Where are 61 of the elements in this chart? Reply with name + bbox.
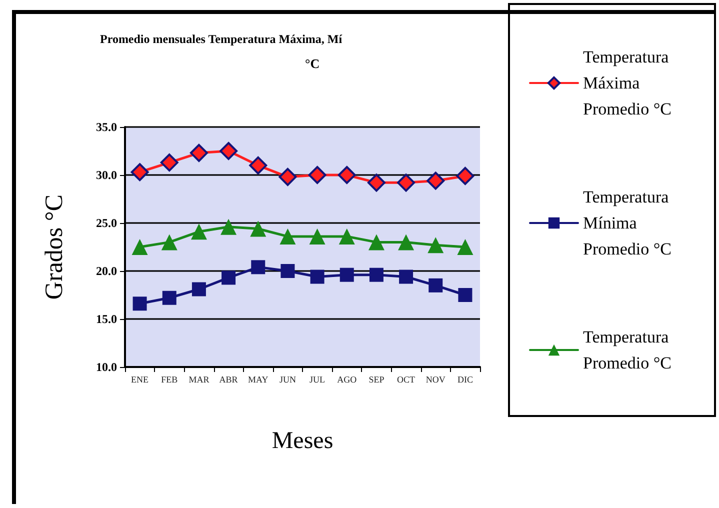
point (220, 142, 238, 160)
legend-label: Temperatura Promedio °C (583, 328, 673, 372)
point (428, 278, 443, 292)
point (162, 290, 176, 305)
point (456, 166, 474, 185)
point (132, 296, 147, 311)
point (310, 270, 324, 284)
legend-label: Temperatura Mínima Promedio °C (583, 188, 673, 258)
point (308, 166, 326, 184)
point (280, 264, 295, 278)
point (340, 268, 354, 282)
point (220, 218, 237, 235)
y-tick-label: 30.0 (96, 168, 117, 182)
point (368, 234, 384, 250)
y-tick-label: 25.0 (96, 216, 117, 230)
x-axis-title: Meses (272, 428, 334, 454)
point (249, 156, 268, 174)
x-tick-label: ABR (219, 374, 238, 384)
legend-label: Temperatura Máxima Promedio °C (583, 48, 673, 118)
x-tick-label: SEP (368, 374, 384, 384)
point (280, 228, 296, 244)
point (190, 144, 208, 162)
point (458, 288, 472, 302)
point (161, 234, 178, 250)
point (397, 174, 416, 192)
point (222, 270, 236, 285)
x-tick-label: JUL (310, 374, 326, 384)
point (338, 166, 356, 184)
x-tick-label: OCT (397, 374, 416, 384)
point (398, 234, 414, 250)
y-tick-label: 10.0 (96, 360, 117, 374)
point (190, 224, 207, 240)
point (251, 260, 266, 274)
point (428, 237, 444, 254)
x-tick-label: NOV (426, 374, 446, 384)
y-tick-label: 20.0 (96, 264, 117, 278)
y-tick-label: 35.0 (96, 120, 117, 134)
y-axis-title: Grados °C (41, 194, 68, 300)
x-tick-label: AGO (337, 374, 358, 384)
point (369, 268, 384, 282)
x-tick-label: MAY (248, 374, 269, 384)
chart-title: Promedio mensuales Temperatura Máxima, Mí (100, 32, 343, 46)
point (309, 228, 326, 244)
point (160, 154, 178, 172)
x-tick-label: MAR (188, 374, 210, 384)
point (426, 172, 445, 190)
point (130, 163, 149, 182)
x-tick-label: JUN (279, 374, 296, 384)
y-tick-label: 15.0 (96, 312, 117, 326)
point (457, 239, 474, 255)
point (367, 174, 386, 192)
point (399, 270, 414, 284)
x-tick-label: FEB (161, 374, 178, 384)
x-tick-label: ENE (131, 374, 150, 384)
point (192, 282, 206, 296)
point (278, 168, 297, 186)
chart-subtitle: °C (305, 56, 320, 71)
point (338, 228, 355, 244)
point (250, 220, 266, 237)
point (132, 239, 148, 255)
x-tick-label: DIC (457, 374, 473, 384)
